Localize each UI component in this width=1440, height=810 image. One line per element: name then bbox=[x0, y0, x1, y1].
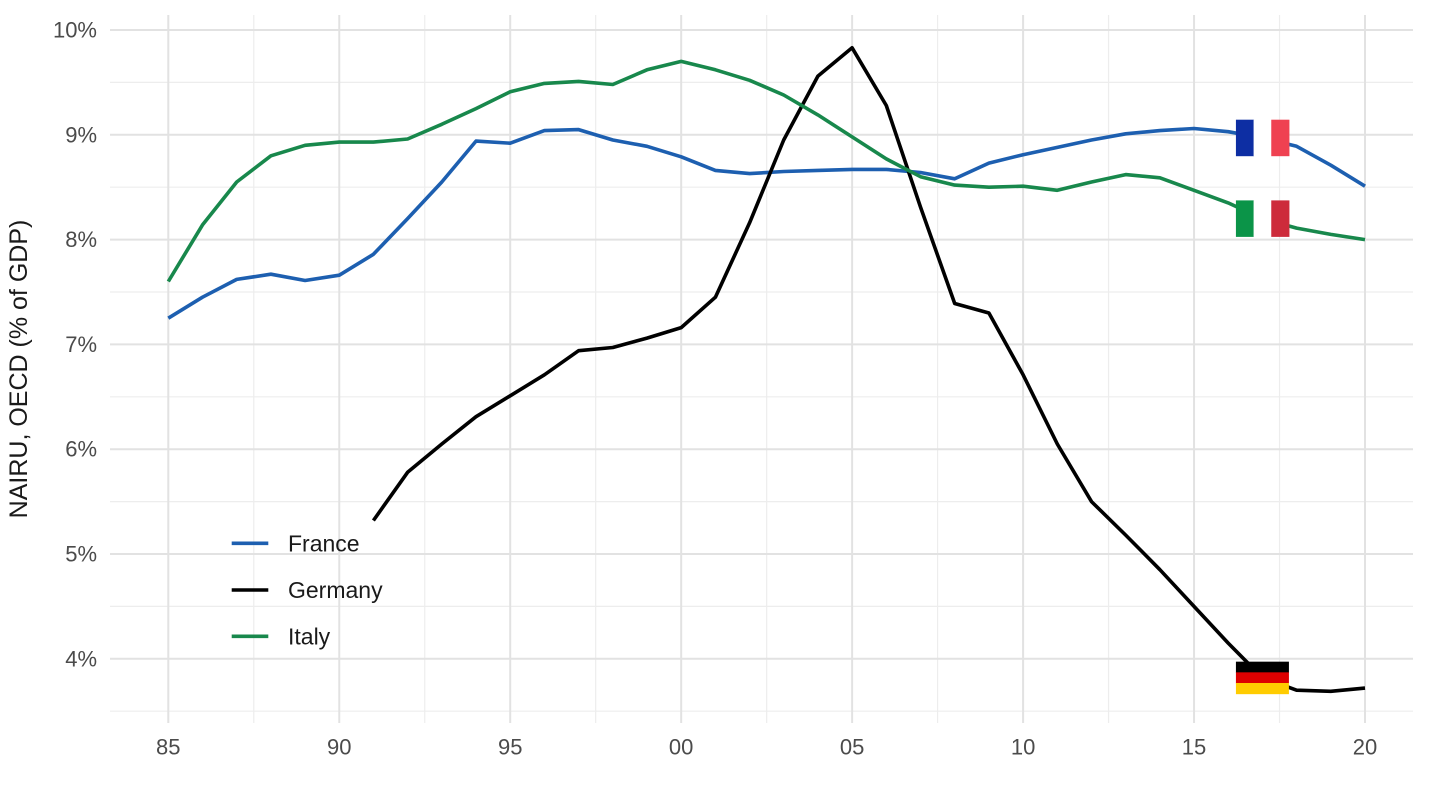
germany-flag-stripe bbox=[1235, 661, 1289, 673]
legend: France Germany Italy bbox=[231, 530, 383, 649]
x-tick-label: 85 bbox=[156, 735, 180, 760]
germany-legend-label: Germany bbox=[288, 577, 383, 603]
germany-line bbox=[371, 45, 1366, 694]
italy-legend-label: Italy bbox=[288, 623, 331, 649]
france-flag-stripe bbox=[1235, 119, 1255, 157]
x-tick-label: 15 bbox=[1182, 735, 1206, 760]
x-tick-label: 05 bbox=[840, 735, 864, 760]
germany-flag-stripe bbox=[1235, 672, 1289, 684]
legend-item-france: France bbox=[231, 530, 360, 556]
italy-line bbox=[166, 59, 1366, 283]
x-tick-label: 20 bbox=[1353, 735, 1377, 760]
y-tick-label: 4% bbox=[65, 646, 97, 671]
minor-gridlines bbox=[110, 15, 1413, 723]
france-line bbox=[167, 126, 1366, 320]
italy-flag-marker bbox=[1235, 200, 1290, 237]
legend-item-germany: Germany bbox=[231, 577, 383, 603]
france-flag-marker bbox=[1235, 119, 1290, 157]
x-tick-label: 90 bbox=[327, 735, 351, 760]
germany-flag-stripe bbox=[1235, 682, 1289, 695]
major-gridlines bbox=[110, 15, 1413, 723]
germany-flag-marker bbox=[1235, 661, 1289, 695]
france-flag-stripe bbox=[1253, 119, 1272, 157]
x-tick-label: 10 bbox=[1011, 735, 1035, 760]
series-lines bbox=[166, 45, 1366, 694]
italy-flag-stripe bbox=[1235, 200, 1255, 237]
france-flag-stripe bbox=[1271, 119, 1290, 157]
y-tick-label: 5% bbox=[65, 542, 97, 567]
italy-flag-stripe bbox=[1271, 200, 1290, 237]
x-axis-tick-labels: 85 90 95 00 05 10 15 20 bbox=[156, 735, 1377, 760]
y-tick-label: 7% bbox=[65, 332, 97, 357]
x-tick-label: 00 bbox=[669, 735, 693, 760]
y-tick-label: 9% bbox=[65, 122, 97, 147]
y-axis-title: NAIRU, OECD (% of GDP) bbox=[5, 220, 33, 519]
flag-markers bbox=[1235, 119, 1290, 695]
x-tick-label: 95 bbox=[498, 735, 522, 760]
y-tick-label: 6% bbox=[65, 437, 97, 462]
y-tick-label: 8% bbox=[65, 227, 97, 252]
france-legend-label: France bbox=[288, 530, 360, 556]
y-axis-tick-labels: 4% 5% 6% 7% 8% 9% 10% bbox=[53, 18, 97, 672]
italy-flag-stripe bbox=[1253, 200, 1272, 237]
legend-item-italy: Italy bbox=[231, 623, 331, 649]
y-tick-label: 10% bbox=[53, 18, 97, 43]
